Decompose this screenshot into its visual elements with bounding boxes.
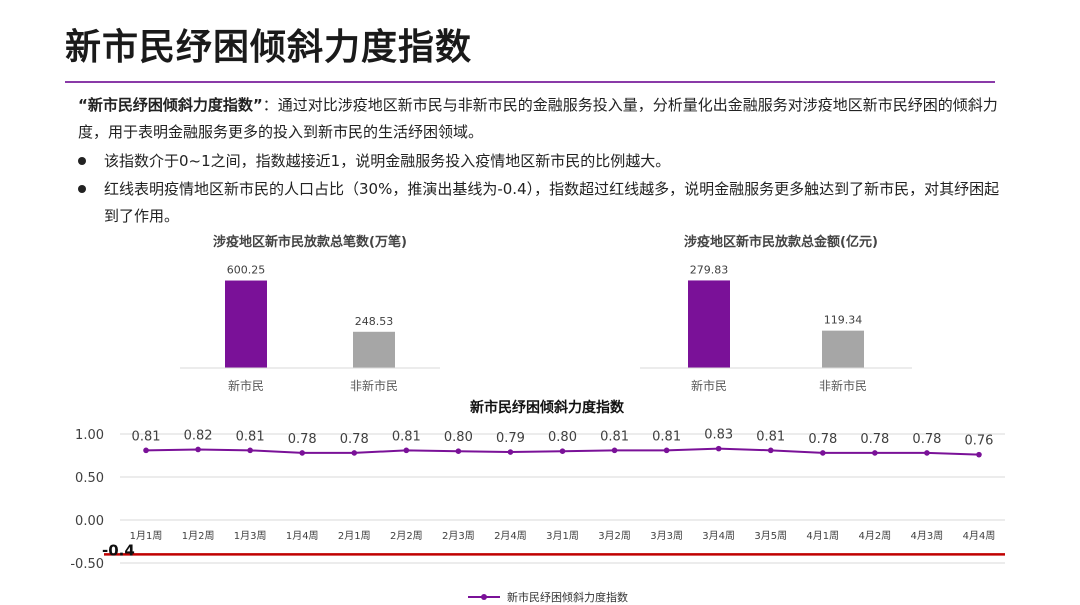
chart-title: 涉疫地区新市民放款总金额(亿元) xyxy=(684,234,878,250)
category-label: 非新市民 xyxy=(819,378,867,393)
category-label: 非新市民 xyxy=(350,378,398,393)
data-point xyxy=(507,449,514,455)
x-tick-label: 3月3周 xyxy=(650,530,683,542)
bar-non-new-citizen xyxy=(822,330,864,368)
data-point xyxy=(403,447,410,454)
x-tick-label: 3月4周 xyxy=(702,530,735,542)
bar-new-citizen xyxy=(688,280,730,368)
x-tick-label: 2月1周 xyxy=(338,530,371,542)
y-tick-label: 0.50 xyxy=(75,471,104,486)
x-tick-label: 1月2周 xyxy=(182,530,215,542)
bullet-item: 红线表明疫情地区新市民的人口占比（30%，推演出基线为-0.4），指数超过红线越… xyxy=(78,176,1013,230)
legend-marker-icon xyxy=(481,594,487,600)
x-tick-label: 1月4周 xyxy=(286,530,319,542)
data-point xyxy=(351,450,358,456)
line-chart-index: 新市民纾困倾斜力度指数 1.00 0.50 0.00 -0.50 1月1周 1月2周 1月… xyxy=(70,399,1005,604)
data-label: 0.78 xyxy=(808,432,837,447)
bar-value-label: 279.83 xyxy=(690,263,729,276)
x-tick-label: 2月3周 xyxy=(442,530,475,542)
x-tick-label: 2月4周 xyxy=(494,530,527,542)
x-tick-label: 3月5周 xyxy=(754,530,787,542)
data-label: 0.79 xyxy=(496,431,525,446)
data-label: 0.81 xyxy=(236,429,265,444)
bullet-item: 该指数介于0~1之间，指数越接近1，说明金融服务投入疫情地区新市民的比例越大。 xyxy=(78,148,1013,175)
data-label: 0.81 xyxy=(600,429,629,444)
data-label: 0.76 xyxy=(964,434,993,449)
x-tick-label: 1月3周 xyxy=(234,530,267,542)
data-point xyxy=(247,447,253,454)
bullet-text: 红线表明疫情地区新市民的人口占比（30%，推演出基线为-0.4），指数超过红线越… xyxy=(104,180,1000,225)
data-label: 0.83 xyxy=(704,428,733,443)
data-label: 0.78 xyxy=(288,432,317,447)
legend-label: 新市民纾困倾斜力度指数 xyxy=(507,590,628,604)
title-divider xyxy=(65,81,995,83)
baseline-label: -0.4 xyxy=(102,541,135,559)
category-label: 新市民 xyxy=(691,378,727,393)
data-point xyxy=(663,447,670,454)
bar-value-label: 119.34 xyxy=(824,314,863,327)
category-label: 新市民 xyxy=(228,378,264,393)
bullet-dot-icon xyxy=(78,157,86,165)
data-point xyxy=(715,445,722,452)
bullet-dot-icon xyxy=(78,185,86,193)
bar-chart-loan-amount: 涉疫地区新市民放款总金额(亿元) 279.83 新市民 119.34 非新市民 xyxy=(640,234,912,393)
data-point xyxy=(559,448,566,454)
data-label: 0.78 xyxy=(860,432,889,447)
data-point xyxy=(872,450,878,456)
intro-text: ：通过对比涉疫地区新市民与非新市民的金融服务投入量，分析量化出金融服务对涉疫地区… xyxy=(78,96,998,141)
bullet-text: 该指数介于0~1之间，指数越接近1，说明金融服务投入疫情地区新市民的比例越大。 xyxy=(104,152,671,170)
data-label: 0.80 xyxy=(548,430,577,445)
data-point xyxy=(767,447,774,454)
data-label: 0.81 xyxy=(132,429,161,444)
y-tick-label: -0.50 xyxy=(70,557,104,572)
data-point xyxy=(611,447,618,454)
data-label: 0.80 xyxy=(444,430,473,445)
data-label: 0.81 xyxy=(392,429,421,444)
data-label: 0.78 xyxy=(340,432,369,447)
x-tick-label: 4月1周 xyxy=(806,530,839,542)
x-tick-label: 1月1周 xyxy=(130,530,163,542)
y-tick-label: 1.00 xyxy=(75,428,104,443)
bar-value-label: 248.53 xyxy=(355,315,394,328)
data-label: 0.81 xyxy=(652,429,681,444)
x-tick-label: 4月4周 xyxy=(963,530,996,542)
data-point xyxy=(195,446,201,453)
x-tick-label: 4月2周 xyxy=(858,530,891,542)
intro-paragraph: “新市民纾困倾斜力度指数”：通过对比涉疫地区新市民与非新市民的金融服务投入量，分… xyxy=(78,92,1013,146)
data-point xyxy=(299,450,306,456)
bar-non-new-citizen xyxy=(353,331,395,368)
intro-lead: “新市民纾困倾斜力度指数” xyxy=(78,96,263,114)
data-label: 0.78 xyxy=(912,432,941,447)
bar-value-label: 600.25 xyxy=(227,264,266,277)
bar-chart-loan-count: 涉疫地区新市民放款总笔数(万笔) 600.25 新市民 248.53 非新市民 xyxy=(180,234,440,393)
data-point xyxy=(455,448,462,454)
x-tick-label: 3月2周 xyxy=(598,530,631,542)
data-point xyxy=(924,450,930,456)
data-label: 0.81 xyxy=(756,429,785,444)
y-tick-label: 0.00 xyxy=(75,514,104,529)
data-point xyxy=(819,450,826,456)
x-tick-label: 3月1周 xyxy=(546,530,579,542)
x-tick-label: 4月3周 xyxy=(911,530,944,542)
page-title: 新市民纾困倾斜力度指数 xyxy=(65,27,473,68)
data-label: 0.82 xyxy=(184,428,213,443)
chart-title: 新市民纾困倾斜力度指数 xyxy=(470,399,625,416)
chart-title: 涉疫地区新市民放款总笔数(万笔) xyxy=(213,234,407,250)
bar-new-citizen xyxy=(225,280,267,368)
data-point xyxy=(976,451,982,458)
data-point xyxy=(143,447,149,454)
x-tick-label: 2月2周 xyxy=(390,530,423,542)
